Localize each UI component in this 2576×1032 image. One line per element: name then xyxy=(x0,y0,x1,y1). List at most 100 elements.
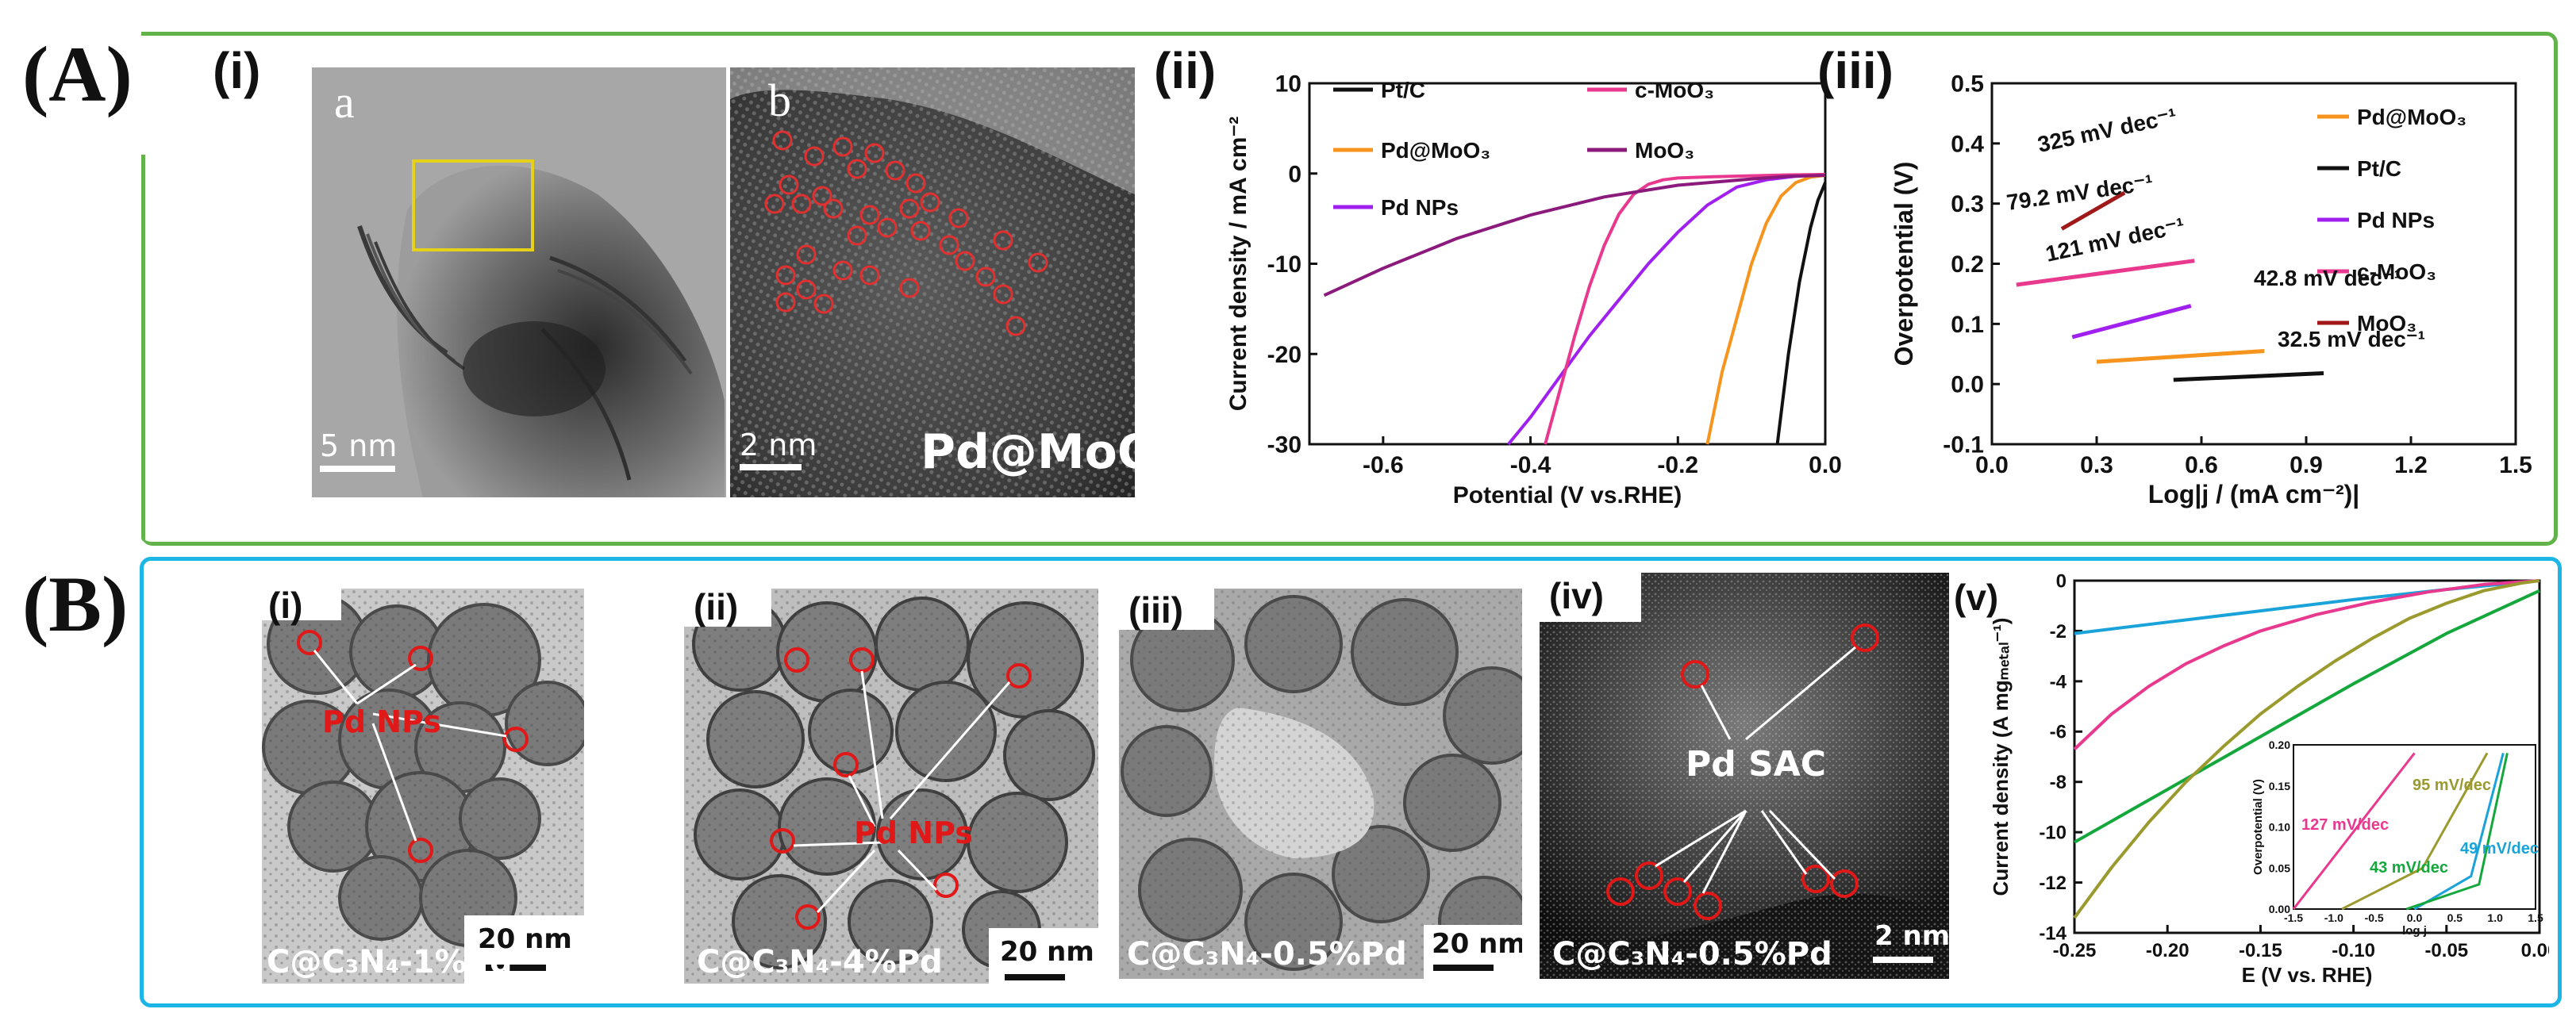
x-tick-label: 0.3 xyxy=(2080,452,2113,478)
slope-annotation: 32.5 mV dec⁻¹ xyxy=(2278,327,2425,351)
inset-x-axis-label: log j xyxy=(2402,924,2427,938)
x-tick-label: -0.10 xyxy=(2332,940,2375,961)
legend-label: Pt/C xyxy=(2357,156,2401,181)
inset-x-tick-label: 1.0 xyxy=(2487,911,2503,924)
scale-text-iii: 20 nm xyxy=(1432,928,1522,960)
y-tick-label: 0.5 xyxy=(1951,71,1984,98)
x-tick-label: 1.2 xyxy=(2394,452,2428,478)
inset-x-tick-label: 0.0 xyxy=(2407,911,2423,924)
chart-b-v: -0.25 -0.20 -0.15 -0.10 -0.05 0.00 0 -2 -4 -6 -8 -1… xyxy=(1984,560,2558,998)
caption-b-ii: C@C₃N₄-4%Pd xyxy=(697,944,943,980)
y-axis-label: Current density (A mgₘₑₜₐₗ⁻¹) xyxy=(1989,618,2013,896)
panel-a-sub-ii: (ii) xyxy=(1154,42,1217,99)
chart-b-v-svg: -0.25 -0.20 -0.15 -0.10 -0.05 0.00 0 -2 -4 -6 -8 -1… xyxy=(1989,570,2558,987)
legend-label: Pd@MoO₃ xyxy=(1381,138,1490,163)
tem-image-a: a 5 nm xyxy=(312,67,726,497)
img-b-caption: Pd@MoO₃ xyxy=(921,424,1135,480)
slope-annotation: 79.2 mV dec⁻¹ xyxy=(2005,170,2155,215)
panel-a-frame xyxy=(141,32,2558,546)
inset-slope-annotation: 49 mV/dec xyxy=(2460,840,2539,857)
inset-y-axis-label: Overpotential (V) xyxy=(2251,779,2265,875)
y-tick-label: -30 xyxy=(1267,432,1301,458)
slope-annotation: 42.8 mV dec⁻¹ xyxy=(2254,266,2401,290)
series-line-4 xyxy=(2060,190,2126,231)
legend-label: Pt/C xyxy=(1381,78,1425,102)
inset-slope-annotation: 95 mV/dec xyxy=(2413,777,2491,794)
series-line-0 xyxy=(2096,349,2265,364)
series-line-1 xyxy=(2173,371,2324,382)
tem-image-b: b 2 nm Pd@MoO₃ xyxy=(730,67,1135,497)
series-line-3 xyxy=(1544,172,1826,445)
series-line-4 xyxy=(1323,174,1826,297)
scale-text-iv: 2 nm xyxy=(1874,920,1949,952)
img-b-scale-text: 2 nm xyxy=(740,428,817,462)
x-tick-label: -0.4 xyxy=(1510,452,1551,478)
inset-y-tick-label: 0.15 xyxy=(2269,780,2290,792)
tem-image-b-iii: (iii) 20 nm C@C₃N₄-0.5%Pd xyxy=(1119,589,1522,979)
y-tick-label: -2 xyxy=(2050,621,2067,643)
series-line-2 xyxy=(2071,304,2192,340)
legend-label: MoO₃ xyxy=(1635,138,1694,163)
x-axis-label: Log|j / (mA cm⁻²)| xyxy=(2148,480,2359,508)
y-tick-label: -4 xyxy=(2050,671,2067,692)
series-line-0 xyxy=(1775,182,1827,445)
panel-b-sub-v: (v) xyxy=(1954,577,1999,618)
y-tick-label: -20 xyxy=(1267,342,1301,368)
pd-sac-label: Pd SAC xyxy=(1686,744,1827,785)
panel-b-sub-i: (i) xyxy=(268,589,303,626)
pd-atom-markers xyxy=(764,130,1048,336)
inset-x-tick-label: 0.5 xyxy=(2447,911,2463,924)
inset-slope-annotation: 127 mV/dec xyxy=(2301,816,2389,834)
x-tick-label: 0.0 xyxy=(1809,452,1841,478)
y-tick-label: -10 xyxy=(1267,251,1301,278)
panel-b-letter: (B) xyxy=(22,560,129,648)
plot-frame xyxy=(2073,579,2541,934)
x-tick-label: 0.9 xyxy=(2290,452,2323,478)
y-tick-label: -10 xyxy=(2039,823,2067,844)
series-line-0 xyxy=(2074,579,2540,635)
x-tick-label: 0.6 xyxy=(2185,452,2218,478)
zoom-region-box xyxy=(412,159,534,251)
panel-b-sub-iv: (iv) xyxy=(1549,575,1604,616)
inset-y-tick-label: 0.20 xyxy=(2269,739,2290,751)
y-tick-label: -0.1 xyxy=(1943,432,1984,458)
chart-a-iii-svg: 0.0 0.3 0.6 0.9 1.2 1.50.50.40.30.20.10.0-0.1… xyxy=(1890,71,2532,509)
inset-series-line-2 xyxy=(2413,753,2505,911)
caption-b-iii: C@C₃N₄-0.5%Pd xyxy=(1127,936,1407,973)
y-tick-label: -6 xyxy=(2050,722,2067,743)
x-tick-label: 0.0 xyxy=(1975,452,2009,478)
panel-a-sub-i: (i) xyxy=(213,42,261,99)
x-tick-label: -0.6 xyxy=(1363,452,1404,478)
legend-label: MoO₃ xyxy=(2357,311,2416,336)
y-tick-label: -12 xyxy=(2039,873,2067,894)
series-line-1 xyxy=(1705,174,1826,445)
y-axis-label: Current density / mA cm⁻² xyxy=(1225,117,1251,411)
img-a-scale-text: 5 nm xyxy=(320,428,398,463)
inset-slope-annotation: 43 mV/dec xyxy=(2370,859,2448,877)
x-tick-label: -0.20 xyxy=(2146,940,2190,961)
panel-b-sub-iii: (iii) xyxy=(1128,589,1183,631)
panel-b-frame xyxy=(140,557,2562,1007)
panel-a-letter: (A) xyxy=(22,30,133,118)
x-tick-label: -0.15 xyxy=(2239,940,2282,961)
x-tick-label: -0.25 xyxy=(2053,940,2097,961)
inset-x-tick-label: -1.0 xyxy=(2324,911,2343,924)
inset-y-tick-label: 0.10 xyxy=(2269,821,2290,834)
y-tick-label: 0.1 xyxy=(1951,312,1984,338)
tem-image-b-ii: (ii) Pd NPs 20 nm C@C₃N₄-4%Pd xyxy=(684,589,1098,984)
inset-y-tick-label: 0.05 xyxy=(2269,861,2290,874)
pd-nps-label-ii: Pd NPs xyxy=(854,815,973,850)
inset-x-tick-label: -1.5 xyxy=(2284,911,2303,924)
y-tick-label: 0 xyxy=(2056,570,2067,592)
chart-a-ii-svg: -0.6 -0.4 -0.2 0.0 10 0 -10 -20 -30 Potential (V … xyxy=(1225,71,1842,509)
y-tick-label: -8 xyxy=(2050,772,2067,793)
legend-label: c-MoO₃ xyxy=(1635,78,1714,102)
y-tick-label: 0.3 xyxy=(1951,191,1984,217)
series-line-3 xyxy=(2016,259,2195,287)
panel-b-sub-ii: (ii) xyxy=(694,589,739,627)
x-axis-label: E (V vs. RHE) xyxy=(2242,963,2373,987)
series-line-1 xyxy=(2073,579,2540,750)
pd-nps-label-i: Pd NPs xyxy=(322,704,441,739)
chart-a-ii: -0.6 -0.4 -0.2 0.0 10 0 -10 -20 -30 Potential (V … xyxy=(1222,67,1842,543)
y-tick-label: 0.4 xyxy=(1951,131,1984,157)
